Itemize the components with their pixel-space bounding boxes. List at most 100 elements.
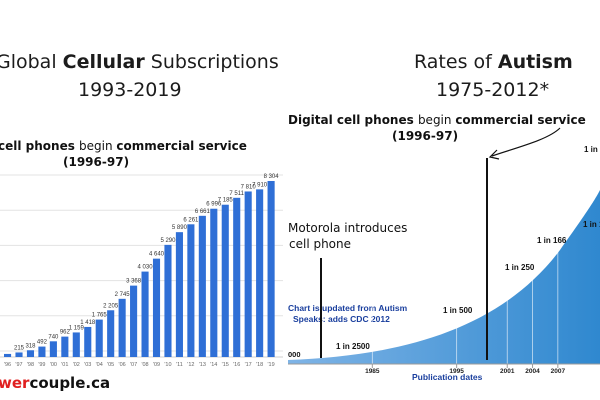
cellular-bar-chart: '96 215 '97 318 '98 492 '99 740 '00 962 '01 1 159 '0… xyxy=(0,174,283,368)
left-cell-phone-note: cell phones begin commercial service xyxy=(0,139,247,153)
autism-area-chart: Chart is updated from Autism Speaks: add… xyxy=(288,127,600,382)
pointer-arrowhead xyxy=(488,149,500,160)
bar-value-label: 215 xyxy=(14,345,25,351)
bar xyxy=(84,326,92,357)
bar xyxy=(107,310,115,357)
left-chart-title: Global Cellular Subscriptions xyxy=(0,51,279,73)
bar xyxy=(152,258,161,357)
bar xyxy=(72,332,80,357)
x-tick-label: '05 xyxy=(107,362,114,368)
bar-value-label: 1 418 xyxy=(80,320,96,326)
bar-value-label: 5 290 xyxy=(160,238,176,244)
pointer-arrow xyxy=(491,127,561,157)
bar-value-label: 4 640 xyxy=(149,252,165,258)
bar xyxy=(198,215,206,357)
x-tick-label: '97 xyxy=(15,362,22,368)
rate-label: 1 in xyxy=(584,145,598,154)
x-tick-label: 2004 xyxy=(525,368,540,375)
bar-value-label: 740 xyxy=(48,334,59,340)
x-tick-label: '98 xyxy=(27,362,34,368)
left-cell-phone-note-years: (1996-97) xyxy=(63,155,130,169)
rate-label: 1 in 500 xyxy=(443,306,473,315)
bar xyxy=(95,319,103,357)
bar xyxy=(118,298,126,357)
bar xyxy=(130,285,138,357)
right-cell-phone-note: Digital cell phones begin commercial ser… xyxy=(288,113,586,127)
bar-value-label: 492 xyxy=(37,340,48,346)
bar-value-label: 6 661 xyxy=(195,209,211,215)
bar xyxy=(38,346,46,357)
x-tick-label: '02 xyxy=(73,362,80,368)
bar-value-label: 318 xyxy=(25,343,36,349)
motorola-note: Motorola introduces cell phone xyxy=(288,221,408,251)
bar-value-label: 8 304 xyxy=(264,174,280,180)
bar-value-label: 7 810 xyxy=(241,184,257,190)
bar-value-label: 2 745 xyxy=(115,292,131,298)
x-tick-label: '11 xyxy=(176,362,183,368)
bar xyxy=(175,232,183,357)
x-tick-label: '07 xyxy=(130,362,137,368)
bar xyxy=(26,350,35,357)
bar xyxy=(256,189,264,357)
bar xyxy=(15,352,23,357)
chart-updated-note-line2: Speaks: adds CDC 2012 xyxy=(293,314,390,324)
bar-value-label: 6 261 xyxy=(183,217,199,223)
bar-value-label: 3 368 xyxy=(126,279,142,285)
x-tick-label: '10 xyxy=(164,362,171,368)
x-tick-label: '12 xyxy=(187,362,194,368)
x-tick-label: 1995 xyxy=(449,368,464,375)
x-tick-label: '06 xyxy=(119,362,126,368)
bar xyxy=(141,271,149,357)
x-tick-label: '96 xyxy=(4,362,11,368)
x-tick-label: '03 xyxy=(84,362,91,368)
x-axis-label: Publication dates xyxy=(412,372,483,382)
x-tick-label: '19 xyxy=(268,362,275,368)
right-chart-title: Rates of Autism xyxy=(414,51,573,73)
bar xyxy=(210,208,218,357)
bar-value-label: 962 xyxy=(60,330,71,336)
x-tick-label: 2001 xyxy=(500,368,515,375)
bar-value-label: 1 159 xyxy=(69,325,85,331)
right-chart-years: 1975-2012* xyxy=(436,79,550,101)
x-tick-label: '13 xyxy=(199,362,206,368)
rate-label: 1 in 166 xyxy=(537,236,567,245)
bar-value-label: 1 765 xyxy=(92,313,108,319)
x-tick-label: '14 xyxy=(210,362,217,368)
bar xyxy=(61,336,69,357)
right-cell-phone-note-years: (1996-97) xyxy=(392,129,459,143)
bar xyxy=(164,244,172,357)
bar xyxy=(221,204,229,357)
bar-value-label: 7 511 xyxy=(229,191,244,197)
bar xyxy=(4,353,12,357)
x-tick-label: '17 xyxy=(245,362,252,368)
left-chart-years: 1993-2019 xyxy=(78,79,182,101)
x-tick-label: '08 xyxy=(141,362,148,368)
x-tick-label: '00 xyxy=(50,362,57,368)
bar xyxy=(244,191,252,357)
bar xyxy=(267,181,275,357)
x-tick-label: '04 xyxy=(96,362,103,368)
bar-value-label: 6 996 xyxy=(206,202,222,208)
bar-value-label: 7 910 xyxy=(252,182,268,188)
bar xyxy=(49,341,57,357)
bar-value-label: 5 890 xyxy=(172,225,188,231)
x-tick-label: '15 xyxy=(222,362,229,368)
x-tick-label: '18 xyxy=(256,362,263,368)
bar-value-label: 2 205 xyxy=(103,303,119,309)
bar-value-label: 4 030 xyxy=(138,265,154,271)
autism-area xyxy=(288,190,600,364)
y-partial-label: 000 xyxy=(288,350,301,359)
x-tick-label: '09 xyxy=(153,362,160,368)
x-tick-label: 2007 xyxy=(551,368,566,375)
rate-label: 1 in 150 xyxy=(583,220,600,229)
x-tick-label: 1985 xyxy=(365,368,380,375)
x-tick-label: '99 xyxy=(38,362,45,368)
bar xyxy=(233,197,241,357)
x-tick-label: '16 xyxy=(233,362,240,368)
chart-updated-note-line1: Chart is updated from Autism xyxy=(288,303,408,313)
bar-value-label: 7 185 xyxy=(218,198,234,204)
rate-label: 1 in 250 xyxy=(505,263,535,272)
brand-watermark: wercouple.ca xyxy=(0,374,111,392)
x-tick-label: '01 xyxy=(61,362,68,368)
